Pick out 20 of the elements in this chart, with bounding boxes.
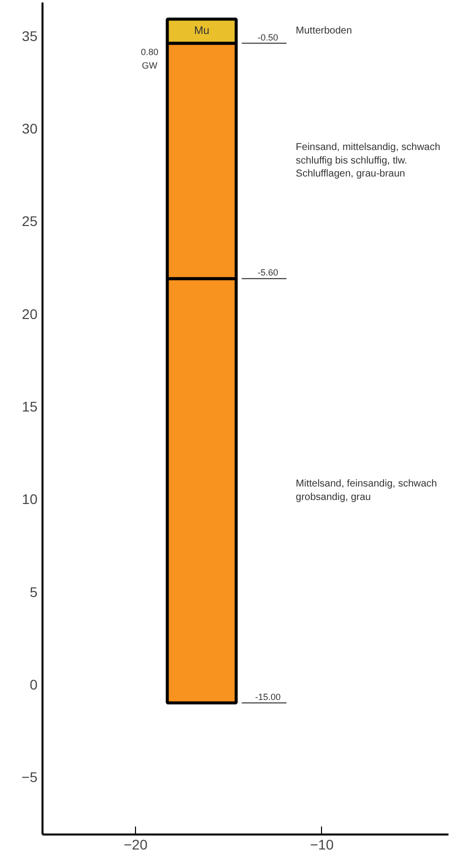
y-tick-label: 5 <box>30 584 38 600</box>
y-tick-label: 15 <box>22 398 38 414</box>
y-tick-label: 25 <box>22 213 38 230</box>
x-tick-label: −20 <box>124 836 148 852</box>
y-tick-label: 0 <box>30 676 38 692</box>
y-tick-label: 30 <box>22 120 38 137</box>
y-tick-label: 10 <box>22 491 38 508</box>
annotation: -0.50 <box>258 32 278 42</box>
annotation: 0.80 <box>140 47 158 58</box>
x-tick-label: −10 <box>310 836 334 852</box>
text: Mittelsand, feinsandig, schwach grobsandig, grau <box>296 478 437 503</box>
annotation: Mu <box>194 25 210 38</box>
text: Mutterboden <box>296 26 352 37</box>
annotation: -15.00 <box>255 692 281 702</box>
y-tick-label: 35 <box>22 28 38 44</box>
annotation: -5.60 <box>258 268 278 278</box>
y-tick-label: −5 <box>22 769 38 786</box>
annotation: GW <box>142 60 158 70</box>
y-tick-label: 20 <box>22 306 38 322</box>
text: Feinsand, mittelsandig, schwach schluffig bis schluffig, tlw. Schlufflagen, grau-braun <box>296 142 440 180</box>
